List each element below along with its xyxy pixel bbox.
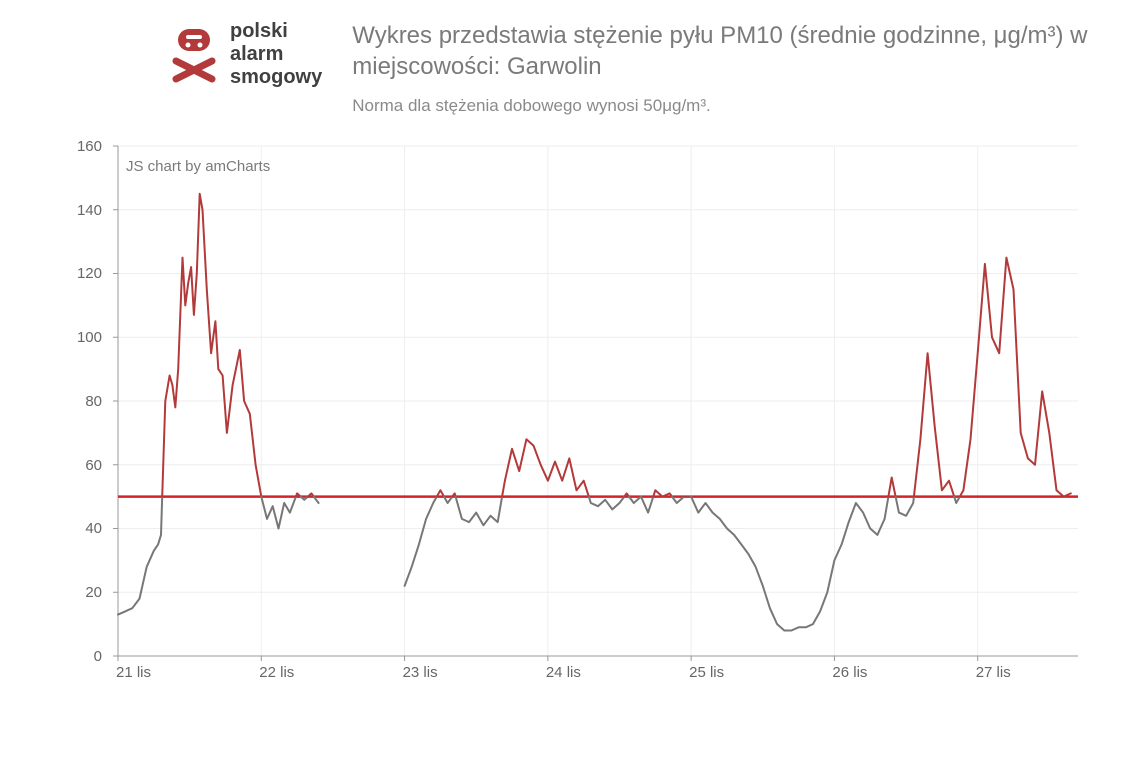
- logo-text: polski alarm smogowy: [230, 20, 322, 89]
- chart-svg: [70, 136, 1088, 686]
- y-tick-label: 100: [77, 329, 102, 346]
- x-tick-label: 27 lis: [976, 664, 1011, 681]
- smog-alarm-icon: [170, 27, 218, 83]
- x-tick-label: 24 lis: [546, 664, 581, 681]
- logo-line-3: smogowy: [230, 66, 322, 89]
- y-tick-label: 120: [77, 265, 102, 282]
- y-tick-label: 20: [85, 584, 102, 601]
- logo-line-2: alarm: [230, 43, 322, 66]
- x-tick-label: 25 lis: [689, 664, 724, 681]
- y-tick-label: 40: [85, 520, 102, 537]
- title-block: Wykres przedstawia stężenie pyłu PM10 (ś…: [352, 20, 1100, 116]
- y-tick-label: 140: [77, 202, 102, 219]
- x-tick-label: 21 lis: [116, 664, 151, 681]
- x-tick-label: 23 lis: [403, 664, 438, 681]
- chart-title: Wykres przedstawia stężenie pyłu PM10 (ś…: [352, 20, 1100, 82]
- header: polski alarm smogowy Wykres przedstawia …: [0, 0, 1140, 126]
- y-tick-label: 160: [77, 138, 102, 155]
- y-tick-label: 60: [85, 457, 102, 474]
- x-tick-label: 26 lis: [832, 664, 867, 681]
- y-tick-label: 80: [85, 393, 102, 410]
- chart-attribution: JS chart by amCharts: [126, 158, 270, 175]
- y-tick-label: 0: [94, 648, 102, 665]
- x-tick-label: 22 lis: [259, 664, 294, 681]
- chart-area: JS chart by amCharts 0 20 40 60 80 100 120 140 1…: [70, 136, 1080, 686]
- logo-line-1: polski: [230, 20, 322, 43]
- chart-subtitle: Norma dla stężenia dobowego wynosi 50μg/…: [352, 96, 1100, 116]
- logo-block: polski alarm smogowy: [170, 20, 322, 89]
